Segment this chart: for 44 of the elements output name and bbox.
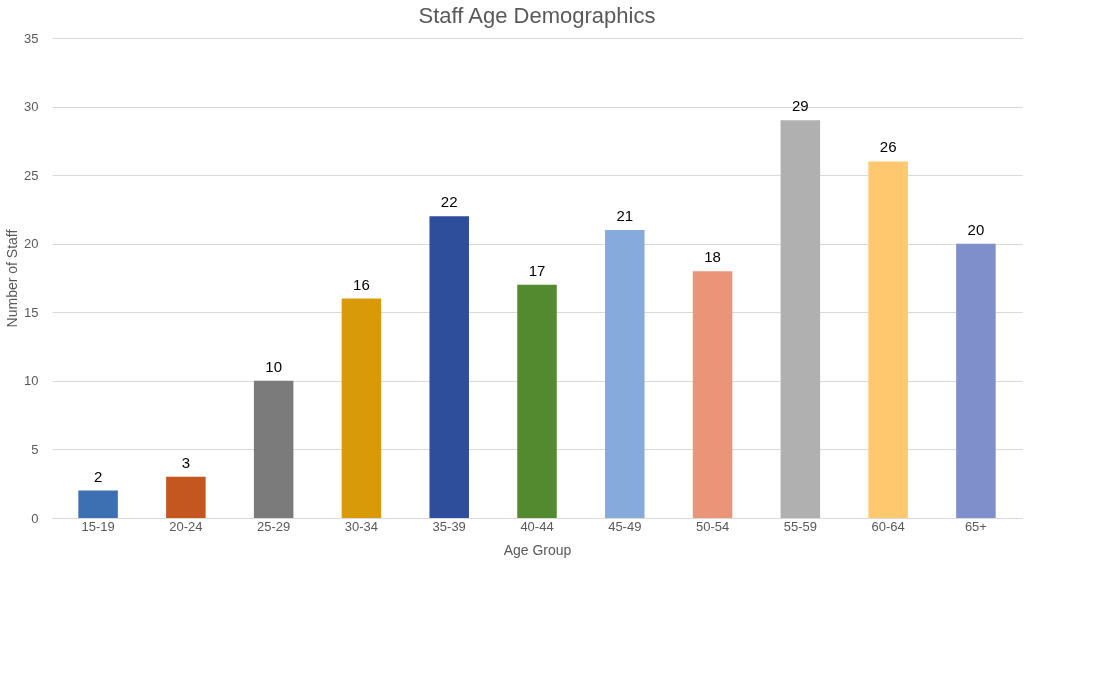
- x-tick-label: 50-54: [695, 518, 730, 534]
- data-label: 22: [440, 193, 458, 211]
- bar: [692, 271, 733, 518]
- bar: [956, 243, 996, 518]
- y-tick-label: 20: [24, 236, 39, 252]
- bar: [78, 490, 118, 518]
- bar: [341, 298, 382, 518]
- x-tick-label: 60-64: [871, 518, 905, 534]
- x-tick-label: 30-34: [344, 518, 379, 534]
- x-tick-label: 45-49: [608, 518, 642, 534]
- x-tick-label: 35-39: [432, 518, 466, 534]
- data-label: 21: [616, 207, 634, 224]
- bar: [605, 230, 645, 518]
- y-tick-label: 5: [31, 441, 39, 457]
- y-tick-label: 10: [24, 373, 39, 389]
- x-tick-label: 25-29: [257, 518, 291, 534]
- x-tick-label: 20-24: [169, 518, 203, 534]
- x-tick-label: 15-19: [81, 518, 115, 534]
- y-tick-label: 35: [24, 30, 39, 46]
- bar: [253, 380, 294, 518]
- y-axis-title: Number of Staff: [4, 229, 21, 328]
- data-label: 3: [181, 453, 191, 471]
- data-label: 26: [879, 138, 897, 156]
- bar: [780, 120, 821, 518]
- bar: [429, 216, 469, 518]
- data-label: 18: [704, 248, 721, 266]
- data-label: 17: [528, 261, 546, 279]
- data-label: 29: [792, 97, 809, 115]
- y-tick-label: 30: [24, 99, 39, 115]
- data-label: 20: [967, 220, 985, 238]
- chart-title: Staff Age Demographics: [418, 3, 656, 28]
- y-tick-label: 15: [24, 304, 39, 320]
- bar: [166, 476, 206, 518]
- bar: [517, 284, 557, 518]
- data-label: 10: [265, 357, 282, 375]
- data-label: 16: [353, 275, 370, 293]
- x-tick-label: 65+: [964, 518, 987, 534]
- y-tick-label: 0: [31, 510, 39, 526]
- x-tick-label: 55-59: [783, 518, 817, 534]
- bar: [868, 161, 908, 518]
- x-axis-title: Age Group: [503, 541, 572, 558]
- y-tick-label: 25: [24, 167, 39, 183]
- x-tick-label: 40-44: [520, 518, 554, 534]
- data-label: 2: [93, 467, 103, 485]
